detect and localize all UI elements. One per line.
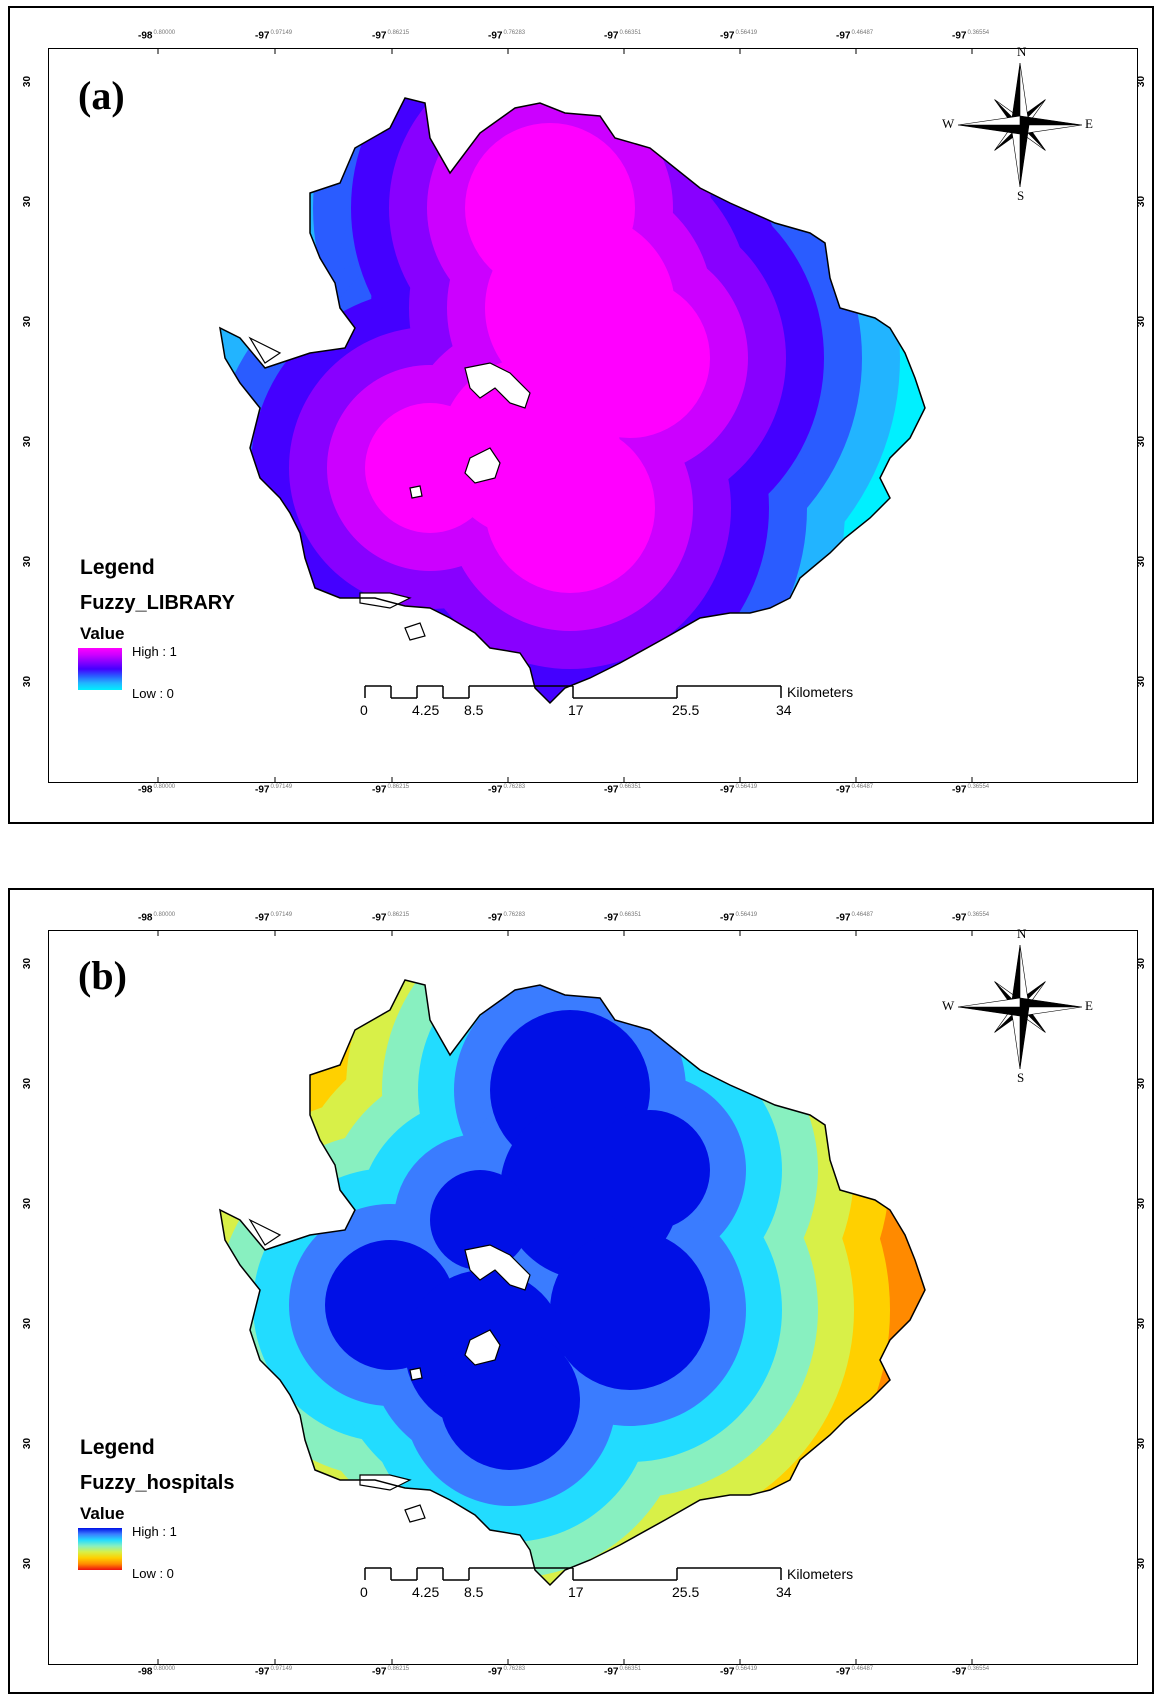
longitude-tick-label: -970.97149	[255, 784, 293, 796]
compass-s-label: S	[1017, 188, 1025, 203]
scale-tick-label: 8.5	[464, 702, 484, 718]
compass-rose-icon	[957, 62, 1083, 188]
legend-layer-name: Fuzzy_hospitals	[80, 1472, 235, 1494]
map-panel-a: -980.80000 -970.97149 -970.86215 -970.76283…	[8, 6, 1154, 824]
fuzzy-raster-map	[157, 48, 973, 783]
scale-tick-label: 34	[776, 702, 792, 718]
compass-w-label: W	[942, 116, 955, 131]
longitude-tick-label: -970.76283	[488, 784, 526, 796]
scale-unit-label: Kilometers	[787, 684, 854, 700]
legend-color-ramp	[78, 1528, 122, 1570]
scale-tick-label: 34	[776, 1584, 792, 1600]
scale-tick-label: 17	[568, 1584, 584, 1600]
map-frame	[48, 930, 1138, 1665]
longitude-tick-label: -970.86215	[372, 30, 410, 42]
longitude-tick-label: -970.36554	[952, 1666, 990, 1678]
longitude-tick-label: -980.80000	[138, 1666, 176, 1678]
longitude-tick-label: -970.36554	[952, 912, 990, 924]
scale-bar-graphic	[364, 685, 782, 699]
compass-s-label: S	[1017, 1070, 1025, 1085]
legend-value-label: Value	[80, 1504, 125, 1523]
panel-label: (b)	[78, 953, 127, 998]
longitude-tick-label: -980.80000	[138, 784, 176, 796]
compass-e-label: E	[1085, 116, 1093, 131]
legend-layer-name: Fuzzy_LIBRARY	[80, 592, 235, 614]
fuzzy-raster-map	[157, 930, 973, 1665]
scale-unit-label: Kilometers	[787, 1566, 854, 1582]
scale-tick-label: 0	[360, 1584, 368, 1600]
longitude-tick-label: -970.56419	[720, 1666, 758, 1678]
map-frame	[48, 48, 1138, 783]
longitude-tick-label: -970.66351	[604, 1666, 642, 1678]
panel-label: (a)	[78, 73, 125, 118]
longitude-tick-label: -970.46487	[836, 784, 874, 796]
legend-title: Legend	[80, 1436, 155, 1459]
longitude-tick-label: -970.46487	[836, 30, 874, 42]
longitude-tick-label: -970.97149	[255, 30, 293, 42]
legend-value-label: Value	[80, 624, 125, 643]
longitude-tick-label: -970.46487	[836, 912, 874, 924]
longitude-tick-label: -970.86215	[372, 912, 410, 924]
compass-n-label: N	[1017, 926, 1027, 941]
longitude-tick-label: -970.56419	[720, 912, 758, 924]
longitude-tick-label: -970.97149	[255, 912, 293, 924]
longitude-tick-label: -970.76283	[488, 1666, 526, 1678]
scale-tick-label: 8.5	[464, 1584, 484, 1600]
longitude-tick-label: -980.80000	[138, 912, 176, 924]
scale-tick-label: 4.25	[412, 1584, 440, 1600]
legend-high-label: High : 1	[132, 644, 177, 659]
scale-tick-label: 0	[360, 702, 368, 718]
raster-zones	[219, 979, 926, 1587]
longitude-tick-label: -970.66351	[604, 912, 642, 924]
longitude-tick-label: -970.86215	[372, 1666, 410, 1678]
longitude-tick-label: -980.80000	[138, 30, 176, 42]
longitude-tick-label: -970.86215	[372, 784, 410, 796]
longitude-tick-label: -970.76283	[488, 30, 526, 42]
longitude-tick-label: -970.56419	[720, 30, 758, 42]
longitude-tick-label: -970.66351	[604, 30, 642, 42]
legend-title: Legend	[80, 556, 155, 579]
compass-n-label: N	[1017, 44, 1027, 59]
map-panel-b: -980.80000 -970.97149 -970.86215 -970.76283…	[8, 888, 1154, 1694]
scale-bar-graphic	[364, 1567, 782, 1581]
compass-rose-icon	[957, 944, 1083, 1070]
longitude-tick-label: -970.36554	[952, 30, 990, 42]
raster-zones	[219, 97, 926, 705]
scale-tick-label: 4.25	[412, 702, 440, 718]
longitude-tick-label: -970.36554	[952, 784, 990, 796]
compass-w-label: W	[942, 998, 955, 1013]
legend-color-ramp	[78, 648, 122, 690]
scale-tick-label: 17	[568, 702, 584, 718]
compass-e-label: E	[1085, 998, 1093, 1013]
legend-high-label: High : 1	[132, 1524, 177, 1539]
legend-low-label: Low : 0	[132, 1566, 174, 1581]
scale-tick-label: 25.5	[672, 702, 700, 718]
longitude-tick-label: -970.56419	[720, 784, 758, 796]
longitude-tick-label: -970.76283	[488, 912, 526, 924]
legend-low-label: Low : 0	[132, 686, 174, 701]
longitude-tick-label: -970.66351	[604, 784, 642, 796]
longitude-tick-label: -970.97149	[255, 1666, 293, 1678]
scale-tick-label: 25.5	[672, 1584, 700, 1600]
longitude-tick-label: -970.46487	[836, 1666, 874, 1678]
